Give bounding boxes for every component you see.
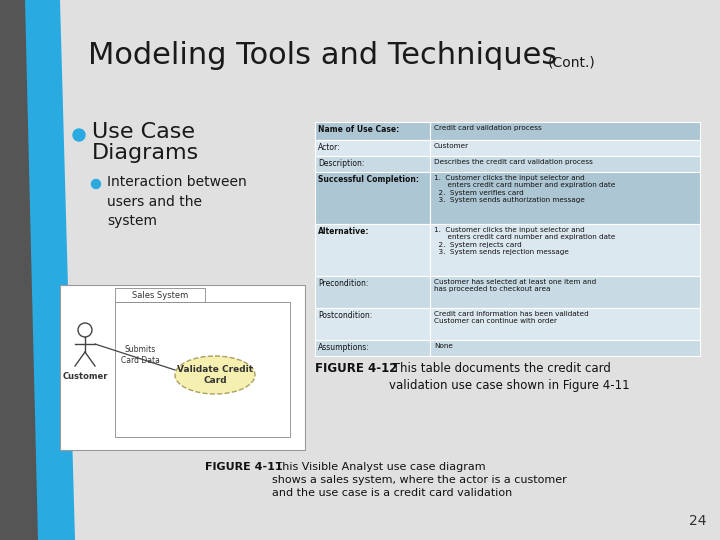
FancyBboxPatch shape <box>430 156 700 172</box>
FancyBboxPatch shape <box>315 122 430 140</box>
Polygon shape <box>0 0 50 540</box>
Polygon shape <box>25 0 75 540</box>
Text: Precondition:: Precondition: <box>318 279 369 288</box>
FancyBboxPatch shape <box>430 122 700 140</box>
Text: Actor:: Actor: <box>318 143 341 152</box>
Text: None: None <box>434 343 453 349</box>
FancyBboxPatch shape <box>115 302 290 437</box>
Text: FIGURE 4-11: FIGURE 4-11 <box>205 462 283 472</box>
Text: 1.  Customer clicks the input selector and
      enters credit card number and e: 1. Customer clicks the input selector an… <box>434 175 616 202</box>
Text: Validate Credit
Card: Validate Credit Card <box>177 365 253 385</box>
FancyBboxPatch shape <box>430 276 700 308</box>
FancyBboxPatch shape <box>315 276 430 308</box>
Text: Modeling Tools and Techniques: Modeling Tools and Techniques <box>88 40 557 70</box>
Text: Alternative:: Alternative: <box>318 227 369 236</box>
Text: 24: 24 <box>688 514 706 528</box>
Circle shape <box>91 179 101 188</box>
Text: 1.  Customer clicks the input selector and
      enters credit card number and e: 1. Customer clicks the input selector an… <box>434 227 616 255</box>
Ellipse shape <box>175 356 255 394</box>
Text: Customer has selected at least one item and
has proceeded to checkout area: Customer has selected at least one item … <box>434 279 596 292</box>
FancyBboxPatch shape <box>315 172 430 224</box>
Text: Customer: Customer <box>434 143 469 149</box>
FancyBboxPatch shape <box>315 308 430 340</box>
Text: Customer: Customer <box>62 372 108 381</box>
Text: Description:: Description: <box>318 159 364 168</box>
Text: Credit card information has been validated
Customer can continue with order: Credit card information has been validat… <box>434 311 589 324</box>
Text: Use Case: Use Case <box>92 122 195 142</box>
Text: (Cont.): (Cont.) <box>548 55 595 69</box>
FancyBboxPatch shape <box>430 172 700 224</box>
Text: Submits
Card Data: Submits Card Data <box>120 345 159 364</box>
FancyBboxPatch shape <box>315 340 430 356</box>
Text: Interaction between
users and the
system: Interaction between users and the system <box>107 175 247 228</box>
Text: Name of Use Case:: Name of Use Case: <box>318 125 400 134</box>
FancyBboxPatch shape <box>315 156 430 172</box>
Text: Successful Completion:: Successful Completion: <box>318 175 419 184</box>
Text: Assumptions:: Assumptions: <box>318 343 370 352</box>
FancyBboxPatch shape <box>430 340 700 356</box>
FancyBboxPatch shape <box>315 140 430 156</box>
FancyBboxPatch shape <box>430 140 700 156</box>
Text: FIGURE 4-12: FIGURE 4-12 <box>315 362 397 375</box>
FancyBboxPatch shape <box>315 224 430 276</box>
FancyBboxPatch shape <box>60 285 305 450</box>
Text: This table documents the credit card
validation use case shown in Figure 4-11: This table documents the credit card val… <box>389 362 629 392</box>
FancyBboxPatch shape <box>430 224 700 276</box>
Circle shape <box>73 129 85 141</box>
Text: Postcondition:: Postcondition: <box>318 311 372 320</box>
Text: Diagrams: Diagrams <box>92 143 199 163</box>
Text: Credit card validation process: Credit card validation process <box>434 125 541 131</box>
FancyBboxPatch shape <box>115 288 205 302</box>
Text: Describes the credit card validation process: Describes the credit card validation pro… <box>434 159 593 165</box>
Text: Sales System: Sales System <box>132 291 188 300</box>
FancyBboxPatch shape <box>430 308 700 340</box>
Text: This Visible Analyst use case diagram
shows a sales system, where the actor is a: This Visible Analyst use case diagram sh… <box>272 462 567 497</box>
